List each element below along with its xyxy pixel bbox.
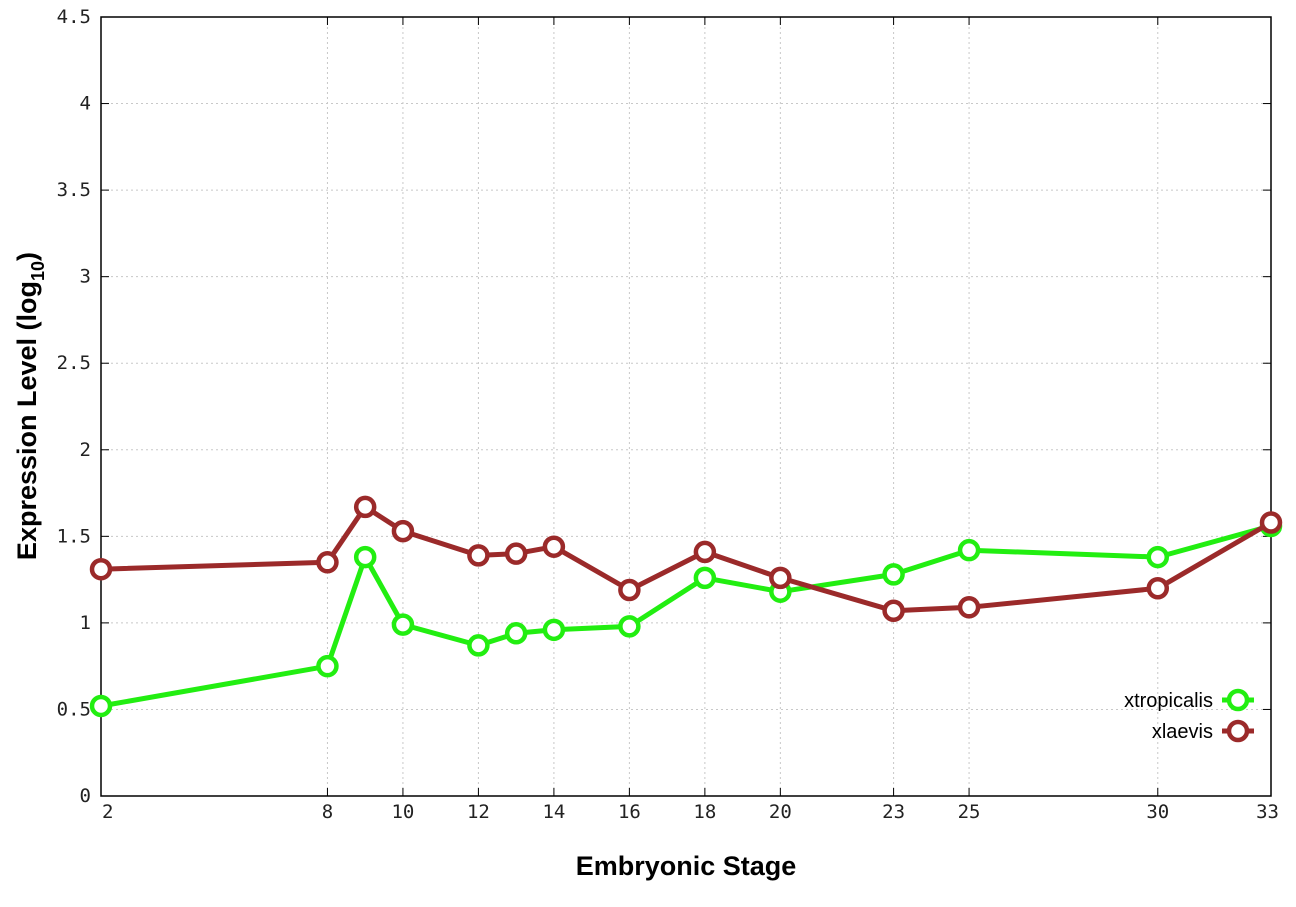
- y-tick-label: 4.5: [57, 6, 91, 28]
- data-point-xtropicalis: [89, 694, 113, 718]
- data-point-xtropicalis: [467, 634, 490, 657]
- data-point-xlaevis: [693, 540, 717, 564]
- y-tick-label: 2.5: [57, 352, 91, 374]
- y-tick-label: 1: [80, 612, 91, 634]
- data-point-xtropicalis: [1146, 545, 1170, 569]
- data-point-xtropicalis: [542, 618, 566, 642]
- legend-label-xtropicalis: xtropicalis: [1124, 690, 1213, 712]
- data-point-xlaevis: [504, 542, 528, 565]
- y-axis-title-subscript: 10: [28, 261, 48, 281]
- legend-swatch-xtropicalis: [1222, 688, 1254, 712]
- data-point-xlaevis: [618, 578, 641, 602]
- data-point-xlaevis: [1146, 577, 1170, 600]
- data-point-xlaevis: [391, 519, 415, 543]
- y-axis-title: Expression Level (log10): [12, 252, 48, 560]
- y-tick-label: 0.5: [57, 698, 91, 720]
- legend-swatch-marker: [1226, 688, 1250, 712]
- data-point-xtropicalis: [957, 538, 981, 562]
- data-point-xlaevis: [467, 544, 490, 567]
- plot-frame: [100, 16, 1272, 797]
- x-tick-label: 30: [1146, 801, 1169, 823]
- legend-swatch-xlaevis: [1222, 719, 1254, 743]
- y-tick-label: 4: [80, 93, 91, 115]
- x-axis-title: Embryonic Stage: [576, 851, 797, 881]
- data-point-xtropicalis: [316, 654, 339, 678]
- data-point-xtropicalis: [504, 622, 528, 645]
- x-tick-label: 10: [391, 801, 414, 823]
- x-tick-label: 8: [322, 801, 333, 823]
- data-point-xtropicalis: [353, 545, 377, 569]
- y-tick-label: 3.5: [57, 179, 91, 201]
- x-tick-label: 14: [542, 801, 565, 823]
- x-tick-label: 12: [467, 801, 490, 823]
- series-layer: [89, 495, 1283, 718]
- legend: xtropicalis xlaevis: [1124, 688, 1254, 743]
- x-tick-label: 33: [1256, 801, 1279, 823]
- data-point-xlaevis: [769, 566, 792, 590]
- data-point-xlaevis: [316, 551, 339, 574]
- x-tick-label: 18: [693, 801, 716, 823]
- series-line-xtropicalis: [98, 523, 1274, 709]
- data-point-xlaevis: [957, 596, 981, 619]
- data-point-xlaevis: [542, 535, 566, 558]
- data-point-xtropicalis: [391, 613, 415, 636]
- grid-lines: [101, 17, 1271, 796]
- y-tick-label: 1.5: [57, 525, 91, 547]
- axis-ticks: 0 0.5 1 1.5 2 2.5 3 3.5 4 4.5 2 8 10 12 14 16 18 20 23 25 30…: [57, 6, 1279, 823]
- data-point-xlaevis: [353, 495, 377, 519]
- x-tick-label: 16: [618, 801, 641, 823]
- data-point-xlaevis: [1259, 511, 1283, 534]
- x-tick-label: 25: [958, 801, 981, 823]
- data-point-xtropicalis: [693, 566, 717, 590]
- y-tick-label: 3: [80, 266, 91, 288]
- x-tick-label: 20: [769, 801, 792, 823]
- data-point-xlaevis: [89, 557, 113, 581]
- data-point-xtropicalis: [618, 615, 641, 638]
- data-point-xtropicalis: [882, 563, 905, 586]
- data-point-xlaevis: [882, 599, 905, 623]
- x-tick-label: 23: [882, 801, 905, 823]
- y-tick-label: 2: [80, 439, 91, 461]
- legend-swatch-marker: [1226, 719, 1250, 743]
- y-tick-label: 0: [80, 785, 91, 807]
- legend-label-xlaevis: xlaevis: [1152, 721, 1213, 743]
- series-line-xlaevis: [98, 504, 1274, 614]
- x-tick-label: 2: [102, 801, 113, 823]
